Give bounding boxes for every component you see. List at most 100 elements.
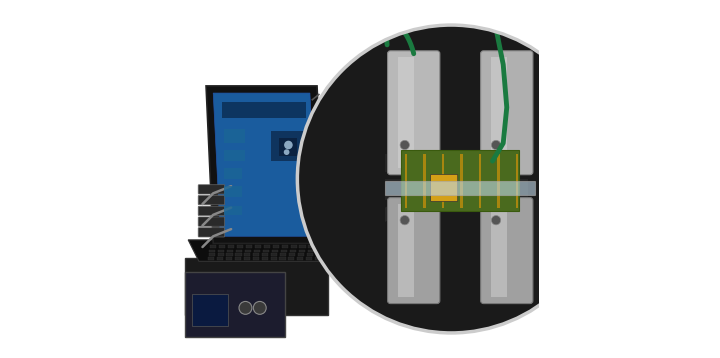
Bar [210, 250, 215, 252]
Bar [307, 253, 313, 256]
Bar [261, 257, 268, 260]
Bar [401, 150, 519, 211]
Bar [282, 245, 288, 248]
Bar [244, 253, 251, 256]
Bar [217, 257, 223, 260]
Bar [297, 257, 303, 260]
Bar [280, 253, 287, 256]
Bar [423, 154, 426, 208]
FancyBboxPatch shape [198, 217, 225, 226]
Bar [217, 253, 224, 256]
Bar [291, 245, 297, 248]
Bar [385, 181, 536, 195]
Circle shape [297, 25, 606, 333]
Bar [243, 257, 250, 260]
Bar [210, 245, 216, 248]
Bar [479, 154, 481, 208]
Bar [246, 245, 252, 248]
Bar [208, 257, 214, 260]
Bar [262, 253, 269, 256]
Bar [271, 131, 306, 161]
Bar [385, 154, 528, 172]
Bar [263, 250, 269, 252]
Bar [318, 245, 323, 248]
Bar [316, 253, 322, 256]
Bar [227, 253, 233, 256]
Bar [298, 253, 304, 256]
Circle shape [400, 216, 410, 225]
Bar [218, 250, 225, 252]
Bar [209, 253, 215, 256]
Circle shape [253, 301, 266, 314]
Bar [237, 245, 243, 248]
Bar [385, 179, 528, 200]
FancyBboxPatch shape [387, 198, 440, 304]
Bar [273, 245, 279, 248]
FancyBboxPatch shape [198, 185, 225, 194]
Bar [271, 257, 276, 260]
Bar [235, 253, 241, 256]
Circle shape [284, 149, 289, 155]
Bar [271, 253, 277, 256]
Bar [253, 257, 258, 260]
Bar [245, 250, 251, 252]
Bar [264, 245, 270, 248]
FancyBboxPatch shape [481, 198, 533, 304]
Polygon shape [213, 93, 317, 236]
Bar [290, 250, 296, 252]
Circle shape [239, 301, 252, 314]
Bar [224, 206, 242, 215]
Polygon shape [188, 240, 349, 261]
Bar [224, 186, 242, 197]
Bar [442, 154, 444, 208]
Bar [289, 253, 295, 256]
Polygon shape [385, 122, 532, 222]
Bar [192, 294, 228, 326]
Bar [490, 57, 507, 168]
Bar [222, 102, 306, 118]
Bar [184, 272, 285, 337]
Bar [224, 150, 246, 161]
Circle shape [491, 140, 500, 150]
Bar [281, 250, 287, 252]
Bar [219, 245, 225, 248]
FancyBboxPatch shape [481, 51, 533, 175]
Bar [228, 250, 233, 252]
Bar [236, 250, 242, 252]
Bar [405, 154, 408, 208]
Bar [255, 245, 261, 248]
Bar [308, 245, 315, 248]
Bar [224, 168, 242, 179]
Bar [235, 257, 240, 260]
Bar [253, 253, 259, 256]
Bar [299, 250, 305, 252]
Bar [317, 250, 323, 252]
Bar [397, 204, 414, 297]
Bar [279, 257, 286, 260]
FancyBboxPatch shape [431, 174, 458, 202]
Bar [306, 257, 312, 260]
Bar [289, 257, 294, 260]
Bar [498, 154, 500, 208]
Bar [516, 154, 518, 208]
Bar [315, 257, 321, 260]
FancyBboxPatch shape [198, 195, 225, 205]
FancyBboxPatch shape [198, 206, 225, 216]
Bar [490, 204, 507, 297]
Bar [272, 250, 278, 252]
FancyBboxPatch shape [387, 51, 440, 175]
Bar [228, 245, 234, 248]
Circle shape [284, 141, 293, 149]
Bar [279, 138, 297, 156]
Bar [254, 250, 260, 252]
Circle shape [491, 216, 500, 225]
Polygon shape [206, 86, 324, 243]
Bar [460, 154, 463, 208]
Bar [397, 57, 414, 168]
Bar [226, 257, 232, 260]
Bar [224, 129, 246, 143]
Bar [184, 258, 328, 315]
Circle shape [400, 140, 410, 150]
Bar [300, 245, 305, 248]
FancyBboxPatch shape [198, 228, 225, 237]
